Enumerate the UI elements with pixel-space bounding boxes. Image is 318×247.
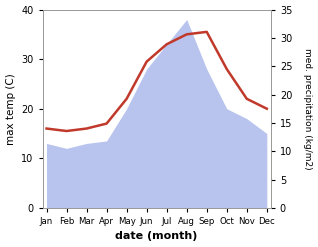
Y-axis label: max temp (C): max temp (C): [5, 73, 16, 144]
Y-axis label: med. precipitation (kg/m2): med. precipitation (kg/m2): [303, 48, 313, 169]
X-axis label: date (month): date (month): [115, 231, 198, 242]
